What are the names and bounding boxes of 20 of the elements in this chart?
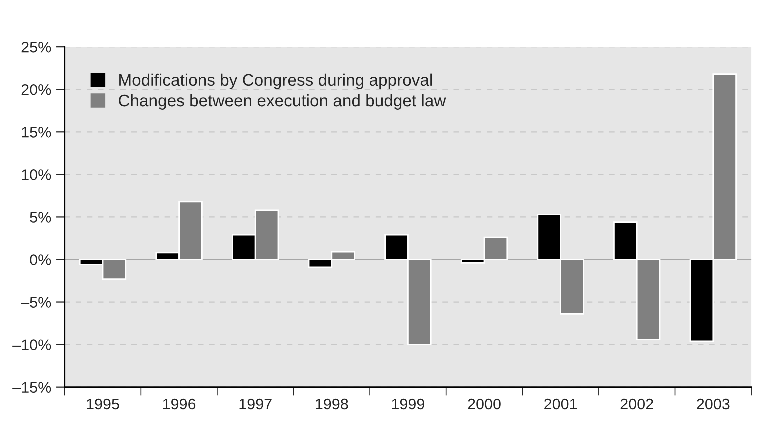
y-tick-label: 25% xyxy=(22,42,52,53)
x-tick-label: 2001 xyxy=(544,398,578,410)
legend-label: Modifications by Congress during approval xyxy=(120,74,432,90)
y-tick-label: 10% xyxy=(22,170,52,180)
x-tick-label: 2003 xyxy=(697,398,730,410)
x-tick-label: 1998 xyxy=(316,398,348,410)
y-tick-label: –5% xyxy=(21,297,52,308)
y-tick-label: 20% xyxy=(22,84,52,96)
x-tick-label: 2002 xyxy=(620,398,654,410)
y-tick-label: 0% xyxy=(30,254,52,266)
x-tick-label: 2000 xyxy=(468,398,501,410)
y-tick-label: 15% xyxy=(22,127,52,138)
y-tick-label: 5% xyxy=(30,212,52,223)
legend-label: Changes between execution and budget law xyxy=(119,94,446,110)
x-tick-label: 1996 xyxy=(163,398,196,410)
y-tick-label: –15% xyxy=(12,382,52,394)
y-tick-label: –10% xyxy=(12,340,52,350)
x-tick-label: 1995 xyxy=(87,398,120,410)
x-tick-label: 1999 xyxy=(392,398,424,410)
x-tick-label: 1997 xyxy=(240,398,272,410)
